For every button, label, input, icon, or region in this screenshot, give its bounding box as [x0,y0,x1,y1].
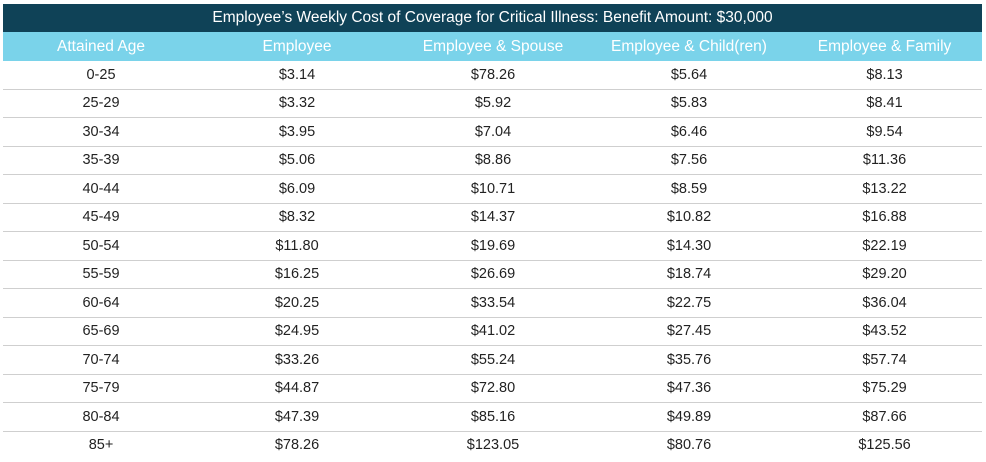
cell-employee-spouse: $5.92 [395,89,591,118]
cell-employee-spouse: $85.16 [395,402,591,432]
table-title: Employee’s Weekly Cost of Coverage for C… [3,4,983,32]
cell-attained-age: 30-34 [3,117,199,147]
table-row: 50-54 $11.80 $19.69 $14.30 $22.19 [3,231,983,261]
cell-employee-spouse: $72.80 [395,374,591,403]
cell-attained-age: 60-64 [3,288,199,318]
cell-employee-children: $35.76 [591,345,787,375]
cell-employee: $3.14 [199,61,395,90]
cell-employee-children: $22.75 [591,288,787,318]
cell-attained-age: 85+ [88,437,114,454]
column-header-row: Attained Age Employee Employee & Spouse … [3,32,983,61]
table-row: 0-25 $3.14 $78.26 $5.64 $8.13 [3,61,983,90]
cell-attained-age: 80-84 [3,402,199,432]
cell-attained-age: 65-69 [3,317,199,346]
cell-attained-age: 75-79 [3,374,199,403]
cell-employee-spouse: $14.37 [395,203,591,232]
table-row: 55-59 $16.25 $26.69 $18.74 $29.20 [3,260,983,289]
column-header-employee-spouse: Employee & Spouse [395,32,591,61]
cell-employee-spouse: $19.69 [395,231,591,261]
cell-attained-age: 45-49 [3,203,199,232]
cell-employee-spouse: $7.04 [395,117,591,147]
cell-employee-spouse: $55.24 [395,345,591,375]
table-row: 45-49 $8.32 $14.37 $10.82 $16.88 [3,203,983,232]
table-body: 0-25 $3.14 $78.26 $5.64 $8.13 25-29 $3.32 $5.92… [3,61,983,459]
cell-employee-children: $18.74 [591,260,787,289]
cell-employee: $8.32 [199,203,395,232]
cell-attained-age: 35-39 [3,146,199,175]
cell-employee: $5.06 [199,146,395,175]
cell-attained-age: 25-29 [3,89,199,118]
cell-employee-spouse: $26.69 [395,260,591,289]
cell-employee: $11.80 [199,231,395,261]
cell-employee-children: $80.76 [666,437,712,454]
coverage-cost-table-container: Employee’s Weekly Cost of Coverage for C… [3,4,983,459]
cell-employee: $6.09 [199,174,395,204]
column-header-employee-children: Employee & Child(ren) [591,32,787,61]
cell-employee: $44.87 [199,374,395,403]
cell-employee-children: $14.30 [591,231,787,261]
cell-employee: $3.95 [199,117,395,147]
cell-employee-family: $8.13 [787,61,983,90]
table-row: 60-64 $20.25 $33.54 $22.75 $36.04 [3,288,983,318]
column-header-employee: Employee [199,32,395,61]
cell-employee-family: $57.74 [787,345,983,375]
cell-employee-children: $7.56 [591,146,787,175]
cell-employee: $47.39 [199,402,395,432]
cell-employee: $20.25 [199,288,395,318]
table-row: 40-44 $6.09 $10.71 $8.59 $13.22 [3,174,983,204]
cell-employee-children: $5.64 [591,61,787,90]
coverage-cost-table: Employee’s Weekly Cost of Coverage for C… [3,4,983,459]
cell-attained-age: 55-59 [3,260,199,289]
table-title-row: Employee’s Weekly Cost of Coverage for C… [3,4,983,32]
table-row: 80-84 $47.39 $85.16 $49.89 $87.66 [3,402,983,432]
cell-employee-family: $125.56 [858,437,911,454]
cell-employee: $3.32 [199,89,395,118]
cell-employee: $16.25 [199,260,395,289]
cell-employee-family: $22.19 [787,231,983,261]
cell-employee-children: $5.83 [591,89,787,118]
table-row: 75-79 $44.87 $72.80 $47.36 $75.29 [3,374,983,403]
cell-employee-spouse: $41.02 [395,317,591,346]
cell-employee: $33.26 [199,345,395,375]
cell-employee-family: $43.52 [787,317,983,346]
cell-employee-family: $16.88 [787,203,983,232]
cell-employee-children: $6.46 [591,117,787,147]
cell-employee-family: $36.04 [787,288,983,318]
table-row: 35-39 $5.06 $8.86 $7.56 $11.36 [3,146,983,175]
table-row: 65-69 $24.95 $41.02 $27.45 $43.52 [3,317,983,346]
cell-employee-children: $10.82 [591,203,787,232]
cell-employee-family: $29.20 [787,260,983,289]
cell-employee-family: $87.66 [787,402,983,432]
cell-employee-family: $75.29 [787,374,983,403]
cell-employee-family: $8.41 [787,89,983,118]
cell-employee-spouse: $33.54 [395,288,591,318]
cell-attained-age: 0-25 [3,61,199,90]
cell-employee-spouse: $10.71 [395,174,591,204]
table-row: 25-29 $3.32 $5.92 $5.83 $8.41 [3,89,983,118]
column-header-attained-age: Attained Age [3,32,199,61]
cell-employee-spouse: $123.05 [466,437,520,454]
cell-employee-children: $49.89 [591,402,787,432]
cell-employee-children: $47.36 [591,374,787,403]
cell-employee-spouse: $78.26 [395,61,591,90]
cell-employee-family: $9.54 [787,117,983,147]
cell-employee-children: $8.59 [591,174,787,204]
table-row: 70-74 $33.26 $55.24 $35.76 $57.74 [3,345,983,375]
cell-attained-age: 50-54 [3,231,199,261]
cell-employee: $24.95 [199,317,395,346]
table-row: 30-34 $3.95 $7.04 $6.46 $9.54 [3,117,983,147]
cell-employee-family: $11.36 [787,146,983,175]
column-header-employee-family: Employee & Family [787,32,983,61]
cell-attained-age: 70-74 [3,345,199,375]
cell-employee-spouse: $8.86 [395,146,591,175]
cell-employee-children: $27.45 [591,317,787,346]
cell-employee: $78.26 [274,437,320,454]
cell-attained-age: 40-44 [3,174,199,204]
table-row: 85+ $78.26 $123.05 $80.76 $125.56 [3,431,982,459]
cell-employee-family: $13.22 [787,174,983,204]
